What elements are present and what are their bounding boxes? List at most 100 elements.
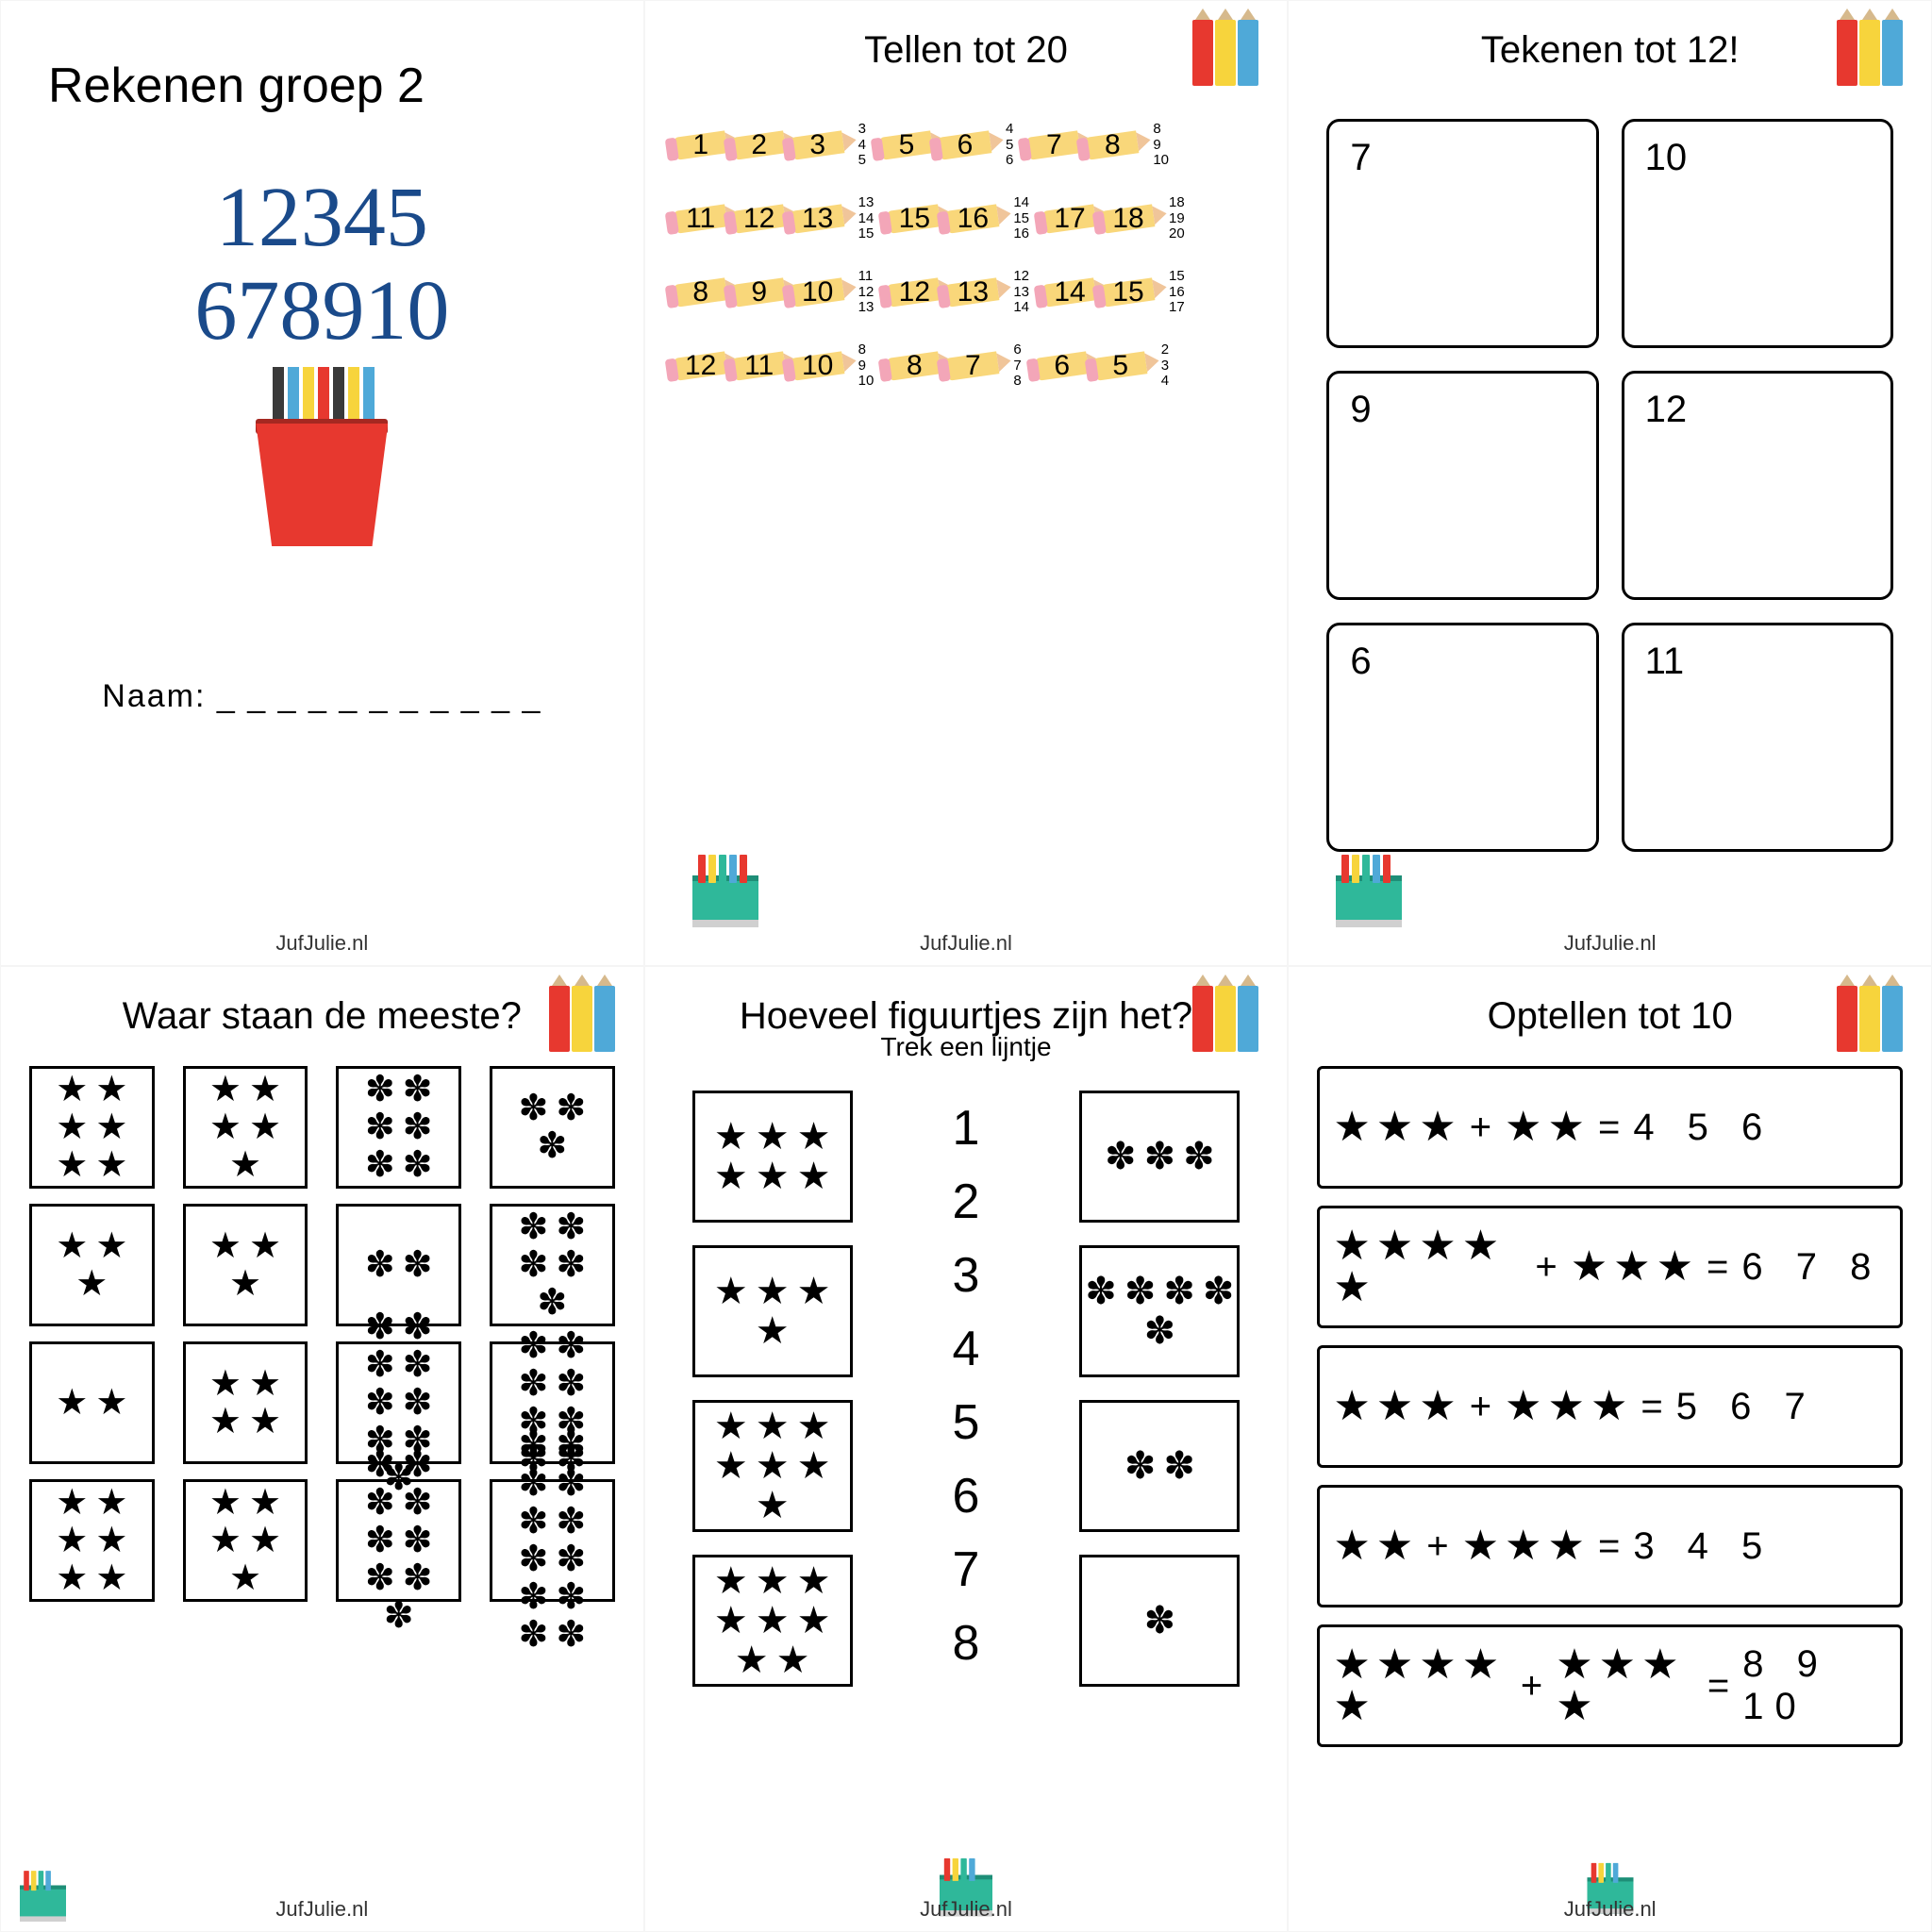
pencil-number: 6 [938, 119, 992, 172]
count-row: 12111089108767865234 [674, 340, 1259, 392]
add-row: ★★★★★+★★★★=8 9 10 [1317, 1624, 1903, 1747]
footer: JufJulie.nl [645, 931, 1288, 956]
match-number: 1 [953, 1100, 980, 1157]
footer: JufJulie.nl [1, 931, 643, 956]
answer-options: 8 9 10 [1742, 1643, 1887, 1728]
draw-grid: 710912611 [1326, 119, 1893, 852]
count-row: 12334556456788910 [674, 119, 1259, 172]
add-rows: ★★★+★★=4 5 6 ★★★★★+★★★=6 7 8 ★★★+★★★=5 6 7… [1317, 1066, 1903, 1747]
shape-box: ★★★★ [183, 1341, 308, 1464]
shape-box: ✽✽✽✽✽✽✽✽ [490, 1341, 615, 1464]
add-row: ★★★+★★★=5 6 7 [1317, 1345, 1903, 1468]
footer: JufJulie.nl [1, 1897, 643, 1922]
match-number: 6 [953, 1468, 980, 1524]
shape-box: ★★★★★★ [29, 1479, 155, 1602]
shape-box: ★★★★★ [183, 1066, 308, 1189]
shape-box: ✽✽✽✽✽✽✽✽✽ [336, 1341, 461, 1464]
pencil-number: 15 [1101, 266, 1156, 319]
pencil-number: 10 [791, 340, 845, 392]
shape-box: ✽✽✽✽✽✽✽✽✽ [336, 1479, 461, 1602]
shape-box: ✽✽✽✽✽✽✽✽✽✽✽✽ [490, 1479, 615, 1602]
crayons-icon [1192, 20, 1258, 86]
pencil-number: 9 [732, 266, 787, 319]
most-grid: ★★★★★★★★★★★✽✽✽✽✽✽✽✽✽★★★★★★✽✽✽✽✽✽✽★★★★★★✽… [29, 1066, 615, 1602]
draw-box: 6 [1326, 623, 1598, 852]
pencil-number: 15 [887, 192, 941, 245]
draw-box: 12 [1622, 371, 1893, 600]
pencil-number: 13 [945, 266, 1000, 319]
shape-box: ✽✽ [1079, 1400, 1240, 1532]
footer: JufJulie.nl [1289, 931, 1931, 956]
pencil-number: 6 [1035, 340, 1090, 392]
name-field: Naam: _ _ _ _ _ _ _ _ _ _ _ [29, 678, 615, 715]
pencil-number: 16 [945, 192, 1000, 245]
pencil-number: 10 [791, 266, 845, 319]
shape-box: ★★★ [183, 1204, 308, 1326]
match-area: ★★★★★★★★★★★★★★★★★★★★★★★★★ 12345678 ✽✽✽✽✽… [674, 1091, 1259, 1687]
shape-box: ★★★★★ [183, 1479, 308, 1602]
crayons-icon [1837, 986, 1903, 1052]
panel-draw: Tekenen tot 12! 710912611 JufJulie.nl [1288, 0, 1932, 966]
match-number: 4 [953, 1321, 980, 1377]
pencil-cup-icon [256, 395, 388, 546]
match-number: 5 [953, 1394, 980, 1451]
shape-box: ★★★★ [692, 1245, 853, 1377]
add-row: ★★★★★+★★★=6 7 8 [1317, 1206, 1903, 1328]
draw-box: 7 [1326, 119, 1598, 348]
crayons-icon [1837, 20, 1903, 86]
shape-box: ★★★★★★★★ [692, 1555, 853, 1687]
shape-box: ★★★★★★★ [692, 1400, 853, 1532]
panel-subtitle: Trek een lijntje [674, 1032, 1259, 1062]
panel-most: Waar staan de meeste? ★★★★★★★★★★★✽✽✽✽✽✽✽… [0, 966, 644, 1932]
crayons-icon [549, 986, 615, 1052]
numbers-line-2: 678910 [29, 264, 615, 358]
pencil-number: 12 [674, 340, 728, 392]
pencil-number: 7 [945, 340, 1000, 392]
count-row: 891011121312131213141415151617 [674, 266, 1259, 319]
cup-icon [692, 875, 758, 927]
add-row: ★★★+★★=4 5 6 [1317, 1066, 1903, 1189]
footer: JufJulie.nl [645, 1897, 1288, 1922]
draw-box: 10 [1622, 119, 1893, 348]
crayons-icon [1192, 986, 1258, 1052]
pencil-number: 8 [887, 340, 941, 392]
pencil-number: 8 [674, 266, 728, 319]
match-number: 2 [953, 1174, 980, 1230]
cover-title: Rekenen groep 2 [48, 58, 615, 114]
pencil-number: 12 [887, 266, 941, 319]
panel-cover: Rekenen groep 2 12345 678910 Naam: _ _ _… [0, 0, 644, 966]
panel-match: Hoeveel figuurtjes zijn het? Trek een li… [644, 966, 1289, 1932]
add-row: ★★+★★★=3 4 5 [1317, 1485, 1903, 1607]
shape-box: ★★★★★★ [29, 1066, 155, 1189]
pencil-number: 8 [1085, 119, 1140, 172]
shape-box: ✽ [1079, 1555, 1240, 1687]
count-row: 11121313141515161415161718181920 [674, 192, 1259, 245]
panel-title: Tekenen tot 12! [1317, 29, 1903, 72]
shape-box: ★★ [29, 1341, 155, 1464]
answer-options: 3 4 5 [1633, 1525, 1774, 1568]
numbers-line-1: 12345 [29, 171, 615, 264]
shape-box: ✽✽✽✽✽ [490, 1204, 615, 1326]
pencil-number: 2 [732, 119, 787, 172]
draw-box: 9 [1326, 371, 1598, 600]
pencil-number: 7 [1026, 119, 1081, 172]
count-rows: 12334556456788910 11121313141515161415161… [674, 119, 1259, 392]
shape-box: ✽✽ [336, 1204, 461, 1326]
cup-icon [1336, 875, 1402, 927]
shape-box: ✽✽✽✽✽ [1079, 1245, 1240, 1377]
panel-add: Optellen tot 10 ★★★+★★=4 5 6★★★★★+★★★=6 … [1288, 966, 1932, 1932]
footer: JufJulie.nl [1289, 1897, 1931, 1922]
answer-options: 6 7 8 [1741, 1246, 1882, 1289]
pencil-number: 5 [1093, 340, 1148, 392]
match-number: 7 [953, 1541, 980, 1598]
pencil-number: 13 [791, 192, 845, 245]
shape-box: ✽✽✽ [1079, 1091, 1240, 1223]
match-number: 3 [953, 1247, 980, 1304]
answer-options: 5 6 7 [1676, 1386, 1817, 1428]
shape-box: ✽✽✽ [490, 1066, 615, 1189]
answer-options: 4 5 6 [1633, 1107, 1774, 1149]
cover-numbers: 12345 678910 [29, 171, 615, 358]
panel-title: Tellen tot 20 [674, 29, 1259, 72]
panel-count: Tellen tot 20 12334556456788910 111213131… [644, 0, 1289, 966]
match-number: 8 [953, 1615, 980, 1672]
